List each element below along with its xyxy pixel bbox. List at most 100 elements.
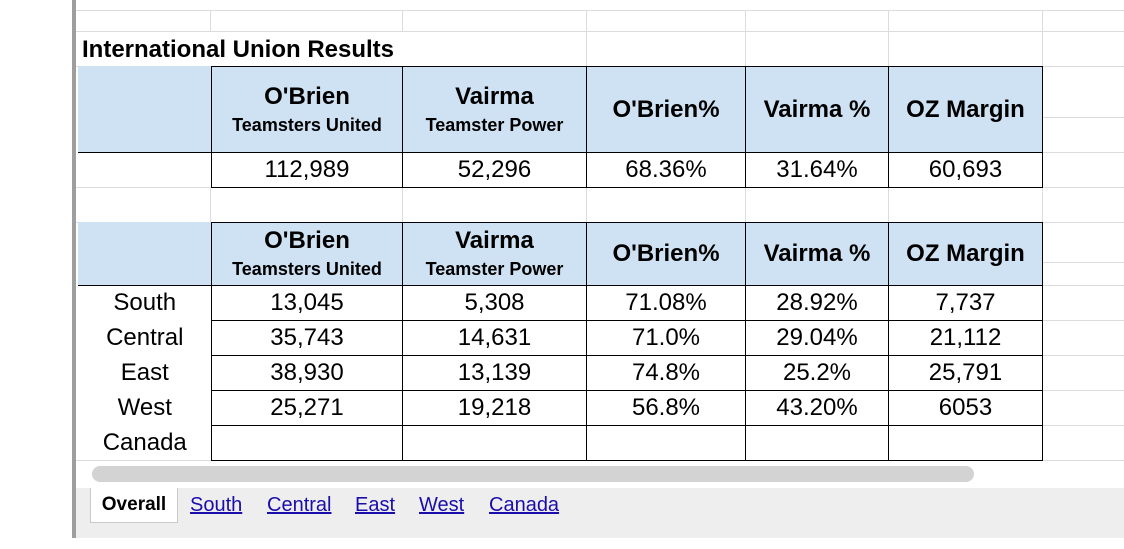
tab-link-canada[interactable]: Canada [489, 494, 560, 516]
gridline [76, 460, 1124, 461]
region-vairma[interactable]: 5,308 [402, 285, 587, 321]
gridline [210, 10, 211, 32]
header-obrien-pct[interactable]: O'Brien% [586, 222, 746, 286]
header-corner-cell[interactable] [78, 66, 212, 153]
table-row: West 25,271 19,218 56.8% 43.20% 6053 [78, 390, 1043, 426]
region-margin[interactable] [888, 425, 1043, 461]
gridline [586, 10, 587, 66]
gridline [76, 31, 1124, 32]
gridline [1040, 117, 1124, 118]
total-vairma-pct[interactable]: 31.64% [745, 152, 889, 188]
regional-table: O'Brien Teamsters United Vairma Teamster… [78, 222, 1043, 461]
region-name[interactable]: South [78, 285, 212, 321]
gridline [1040, 355, 1124, 356]
tab-link-central[interactable]: Central [267, 494, 332, 516]
region-name[interactable]: East [78, 355, 212, 391]
header-vairma-slate: Teamster Power [425, 259, 564, 279]
gridline [1040, 320, 1124, 321]
region-obrien[interactable]: 25,271 [211, 390, 403, 426]
header-oz-margin[interactable]: OZ Margin [888, 222, 1043, 286]
gridline [1040, 425, 1124, 426]
gridline [745, 188, 746, 222]
gridline [402, 188, 403, 222]
table-row: South 13,045 5,308 71.08% 28.92% 7,737 [78, 285, 1043, 321]
region-obrien-pct[interactable]: 74.8% [586, 355, 746, 391]
sheet-title: International Union Results [82, 36, 395, 63]
table-row: Central 35,743 14,631 71.0% 29.04% 21,11… [78, 320, 1043, 356]
totals-table: O'Brien Teamsters United Vairma Teamster… [78, 66, 1043, 188]
header-obrien-cell[interactable]: O'Brien Teamsters United [211, 222, 403, 286]
region-obrien-pct[interactable]: 71.0% [586, 320, 746, 356]
gridline [1040, 390, 1124, 391]
region-vairma-pct[interactable]: 25.2% [745, 355, 889, 391]
totals-label-cell[interactable] [78, 152, 212, 188]
spreadsheet-grid[interactable]: International Union Results O'Brien Team… [76, 0, 1124, 470]
table-row: Canada [78, 425, 1043, 461]
gridline [586, 188, 587, 222]
totals-row: 112,989 52,296 68.36% 31.64% 60,693 [78, 152, 1043, 188]
region-vairma-pct[interactable]: 29.04% [745, 320, 889, 356]
region-name[interactable]: Canada [78, 425, 212, 461]
region-vairma[interactable]: 19,218 [402, 390, 587, 426]
horizontal-scrollbar[interactable] [92, 466, 974, 482]
table-row: East 38,930 13,139 74.8% 25.2% 25,791 [78, 355, 1043, 391]
region-obrien-pct[interactable] [586, 425, 746, 461]
header-obrien-name: O'Brien [264, 82, 350, 110]
region-vairma-pct[interactable]: 28.92% [745, 285, 889, 321]
gridline [745, 10, 746, 66]
header-obrien-slate: Teamsters United [232, 259, 382, 279]
region-vairma[interactable]: 14,631 [402, 320, 587, 356]
gridline [1042, 10, 1043, 460]
gridline [402, 10, 403, 32]
region-vairma-pct[interactable] [745, 425, 889, 461]
region-name[interactable]: Central [78, 320, 212, 356]
header-vairma-cell[interactable]: Vairma Teamster Power [402, 66, 587, 153]
region-obrien[interactable]: 35,743 [211, 320, 403, 356]
gridline [1040, 262, 1124, 263]
tab-link-west[interactable]: West [419, 494, 465, 516]
gridline [76, 187, 1124, 188]
region-obrien[interactable] [211, 425, 403, 461]
region-vairma[interactable]: 13,139 [402, 355, 587, 391]
region-margin[interactable]: 7,737 [888, 285, 1043, 321]
header-oz-margin[interactable]: OZ Margin [888, 66, 1043, 153]
region-obrien[interactable]: 38,930 [211, 355, 403, 391]
header-vairma-name: Vairma [455, 82, 534, 110]
totals-header-row: O'Brien Teamsters United Vairma Teamster… [78, 66, 1043, 153]
region-name[interactable]: West [78, 390, 212, 426]
gridline [76, 10, 1124, 11]
gridline [888, 188, 889, 222]
region-margin[interactable]: 21,112 [888, 320, 1043, 356]
region-margin[interactable]: 25,791 [888, 355, 1043, 391]
regional-header-row: O'Brien Teamsters United Vairma Teamster… [78, 222, 1043, 286]
region-vairma[interactable] [402, 425, 587, 461]
region-vairma-pct[interactable]: 43.20% [745, 390, 889, 426]
region-margin[interactable]: 6053 [888, 390, 1043, 426]
header-obrien-pct[interactable]: O'Brien% [586, 66, 746, 153]
tab-link-east[interactable]: East [355, 494, 396, 516]
gridline [1040, 152, 1124, 153]
header-vairma-pct[interactable]: Vairma % [745, 222, 889, 286]
total-obrien[interactable]: 112,989 [211, 152, 403, 188]
total-vairma[interactable]: 52,296 [402, 152, 587, 188]
header-obrien-name: O'Brien [264, 227, 350, 254]
header-corner-cell[interactable] [78, 222, 212, 286]
region-obrien-pct[interactable]: 56.8% [586, 390, 746, 426]
header-vairma-pct[interactable]: Vairma % [745, 66, 889, 153]
sheet-tab-bar: Overall South Central East West Canada [76, 488, 1124, 538]
header-vairma-slate: Teamster Power [425, 114, 564, 135]
tab-overall[interactable]: Overall [90, 488, 178, 523]
header-vairma-name: Vairma [455, 227, 534, 254]
gridline [888, 10, 889, 66]
gridline [1040, 285, 1124, 286]
tab-link-south[interactable]: South [190, 494, 243, 516]
header-obrien-slate: Teamsters United [232, 114, 382, 135]
total-margin[interactable]: 60,693 [888, 152, 1043, 188]
header-vairma-cell[interactable]: Vairma Teamster Power [402, 222, 587, 286]
total-obrien-pct[interactable]: 68.36% [586, 152, 746, 188]
region-obrien-pct[interactable]: 71.08% [586, 285, 746, 321]
header-obrien-cell[interactable]: O'Brien Teamsters United [211, 66, 403, 153]
sheet-left-edge [72, 0, 76, 538]
region-obrien[interactable]: 13,045 [211, 285, 403, 321]
gridline [210, 188, 211, 222]
